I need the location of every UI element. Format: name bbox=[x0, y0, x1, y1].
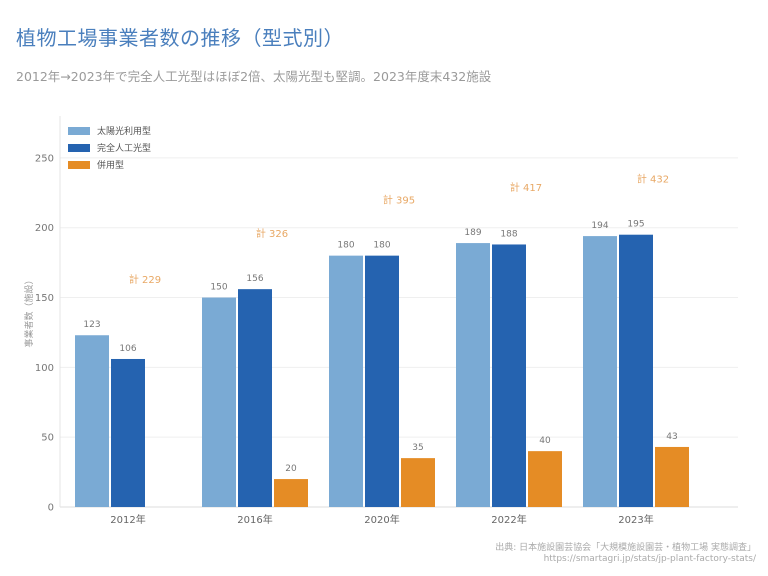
bar-solar bbox=[202, 297, 236, 507]
bar-value-label: 180 bbox=[337, 241, 354, 251]
bar-hybrid bbox=[401, 458, 435, 507]
bar-solar bbox=[329, 255, 363, 507]
total-annotation: 計 229 bbox=[129, 273, 161, 286]
bar-value-label: 194 bbox=[591, 221, 608, 231]
source-url: https://smartagri.jp/stats/jp-plant-fact… bbox=[543, 554, 756, 564]
legend-swatch-hybrid bbox=[68, 160, 90, 169]
total-annotation: 計 395 bbox=[383, 194, 415, 207]
bar-artificial bbox=[492, 244, 526, 507]
x-tick-label: 2012年 bbox=[110, 513, 145, 526]
chart-subtitle: 2012年→2023年で完全人工光型はほぼ2倍、太陽光型も堅調。2023年度末4… bbox=[16, 69, 492, 84]
chart-title: 植物工場事業者数の推移（型式別） bbox=[16, 26, 344, 50]
total-annotation: 計 417 bbox=[510, 181, 542, 194]
legend-item-artificial: 完全人工光型 bbox=[68, 139, 151, 156]
bar-value-label: 180 bbox=[373, 241, 390, 251]
y-tick-label: 100 bbox=[35, 363, 54, 374]
bar-solar bbox=[456, 243, 490, 507]
bar-value-label: 43 bbox=[666, 432, 677, 442]
y-tick-label: 150 bbox=[35, 293, 54, 304]
y-tick-label: 0 bbox=[48, 503, 54, 514]
legend-item-solar: 太陽光利用型 bbox=[68, 122, 151, 139]
x-tick-label: 2023年 bbox=[618, 513, 653, 526]
y-tick-label: 50 bbox=[41, 433, 54, 444]
bar-artificial bbox=[238, 289, 272, 507]
x-tick-label: 2016年 bbox=[237, 513, 272, 526]
legend-swatch-artificial bbox=[68, 143, 90, 152]
bar-value-label: 40 bbox=[539, 436, 551, 446]
source-note: 出典: 日本施設園芸協会「大規模施設園芸・植物工場 実態調査」 bbox=[495, 543, 756, 553]
bar-value-label: 106 bbox=[119, 344, 136, 354]
legend-swatch-solar bbox=[68, 126, 90, 135]
chart-legend: 太陽光利用型 完全人工光型 併用型 bbox=[68, 122, 151, 173]
x-tick-label: 2020年 bbox=[364, 513, 399, 526]
bar-value-label: 150 bbox=[210, 283, 227, 293]
bar-value-label: 156 bbox=[246, 274, 263, 284]
legend-label-solar: 太陽光利用型 bbox=[97, 127, 152, 137]
bar-value-label: 188 bbox=[500, 229, 517, 239]
bar-artificial bbox=[111, 358, 145, 507]
total-annotation: 計 432 bbox=[637, 173, 669, 186]
y-axis-label: 事業者数（施設） bbox=[23, 275, 35, 347]
total-annotation: 計 326 bbox=[256, 227, 288, 240]
bar-hybrid bbox=[274, 479, 308, 507]
bar-value-label: 35 bbox=[412, 443, 423, 453]
y-tick-label: 250 bbox=[35, 153, 54, 164]
bar-value-label: 195 bbox=[627, 220, 644, 230]
bar-artificial bbox=[619, 234, 653, 508]
bar-solar bbox=[583, 236, 617, 508]
bar-value-label: 189 bbox=[464, 228, 481, 238]
bar-hybrid bbox=[655, 446, 689, 507]
legend-label-artificial: 完全人工光型 bbox=[97, 144, 152, 154]
legend-item-hybrid: 併用型 bbox=[68, 156, 151, 173]
legend-label-hybrid: 併用型 bbox=[97, 161, 125, 171]
bar-solar bbox=[75, 335, 109, 507]
bar-value-label: 20 bbox=[285, 464, 297, 474]
bar-artificial bbox=[365, 255, 399, 507]
y-tick-label: 200 bbox=[35, 223, 54, 234]
x-tick-label: 2022年 bbox=[491, 513, 526, 526]
bar-hybrid bbox=[528, 451, 562, 507]
bar-value-label: 123 bbox=[83, 320, 100, 330]
